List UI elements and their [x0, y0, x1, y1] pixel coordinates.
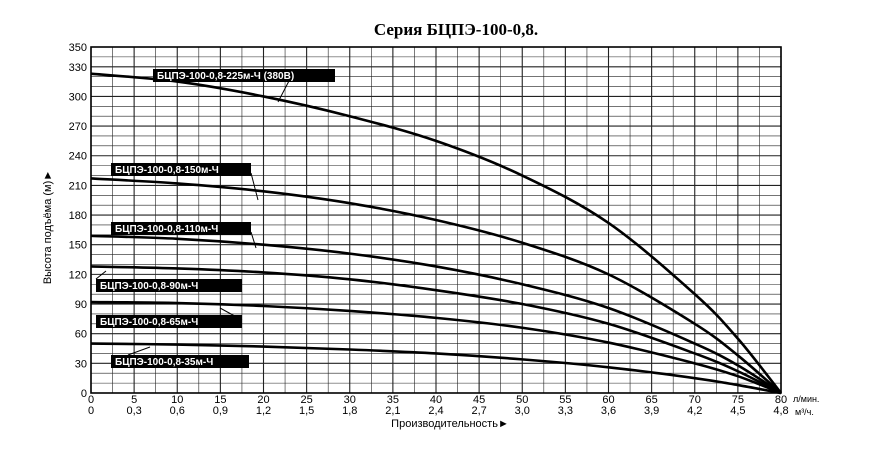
x-tick-label-secondary: 3,0	[515, 405, 530, 417]
curve-label-leader	[95, 270, 107, 280]
curve-label: БЦПЭ-100-0,8-65м-Ч	[100, 317, 198, 328]
x-tick-label: 80	[775, 394, 787, 406]
y-axis-label: Высота подъёма (м)►	[42, 170, 54, 284]
y-axis-ticks: 0 30 60 90 120 150 180 210 240 270 300 330 350	[69, 42, 87, 400]
x-tick-label-secondary: 0,6	[170, 405, 185, 417]
x-tick-label-secondary: 4,8	[773, 405, 788, 417]
y-tick-label: 270	[69, 121, 87, 133]
x-tick-label-secondary: 2,4	[428, 405, 443, 417]
x-tick-label: 20	[257, 394, 269, 406]
y-tick-label: 90	[75, 299, 87, 311]
x-tick-label: 25	[301, 394, 313, 406]
curve-label: БЦПЭ-100-0,8-35м-Ч	[115, 357, 213, 368]
x-tick-label-secondary: 1,2	[256, 405, 271, 417]
x-tick-label: 35	[387, 394, 399, 406]
x-tick-label: 45	[473, 394, 485, 406]
x-axis-ticks-secondary: 0 0,3 0,6 0,9 1,2 1,5 1,8 2,1 2,4 2,7 3,0 3,3 3,6 3,9…	[88, 405, 789, 417]
curves	[90, 72, 783, 395]
curve-label-box	[111, 163, 251, 176]
curve-label: БЦПЭ-100-0,8-90м-Ч	[100, 281, 198, 292]
curve-label: БЦПЭ-100-0,8-150м-Ч	[115, 165, 219, 176]
curve-label-box	[96, 279, 242, 292]
x-axis-ticks: 0 5 10 15 20 25 30 35 40 45 50 55 60 65 70 75 80	[88, 394, 787, 406]
y-tick-label: 240	[69, 151, 87, 163]
x-tick-label: 60	[602, 394, 614, 406]
curve-label-leader	[277, 78, 291, 103]
series-line	[90, 177, 782, 394]
y-tick-label: 300	[69, 91, 87, 103]
x-tick-label-secondary: 1,8	[342, 405, 357, 417]
curve-label-box	[111, 355, 249, 368]
curve-label-leader	[250, 231, 257, 249]
x-tick-label-secondary: 4,5	[730, 405, 745, 417]
x-tick-label-secondary: 3,6	[601, 405, 616, 417]
y-tick-label: 350	[69, 42, 87, 54]
x-tick-label: 30	[344, 394, 356, 406]
x-tick-label: 10	[171, 394, 183, 406]
series-line	[90, 342, 782, 395]
series-line	[90, 300, 782, 395]
x-tick-label-secondary: 3,3	[558, 405, 573, 417]
y-tick-label: 120	[69, 269, 87, 281]
curve-labels: БЦПЭ-100-0,8-225м-Ч (380В) БЦПЭ-100-0,8-1…	[95, 69, 335, 368]
x-tick-label: 5	[131, 394, 137, 406]
x-tick-label: 65	[646, 394, 658, 406]
x-tick-label-secondary: 4,2	[687, 405, 702, 417]
x-tick-label: 70	[689, 394, 701, 406]
series-line	[90, 265, 782, 395]
x-tick-label-secondary: 1,5	[299, 405, 314, 417]
curve-label-box	[111, 222, 251, 235]
curve-label-leader	[127, 346, 151, 356]
y-tick-label: 30	[75, 358, 87, 370]
y-tick-label: 180	[69, 210, 87, 222]
y-tick-label: 0	[81, 388, 87, 400]
x-tick-label-secondary: 2,7	[471, 405, 486, 417]
x-tick-label: 75	[732, 394, 744, 406]
plot-frame	[90, 46, 782, 394]
x-tick-label-secondary: 0	[88, 405, 94, 417]
x-tick-label: 0	[88, 394, 94, 406]
series-line	[90, 234, 782, 395]
series-line	[90, 72, 783, 394]
x-tick-label-secondary: 2,1	[385, 405, 400, 417]
curve-label: БЦПЭ-100-0,8-225м-Ч (380В)	[157, 71, 294, 82]
x-tick-label-secondary: 3,9	[644, 405, 659, 417]
x-tick-label: 40	[430, 394, 442, 406]
x-tick-label: 50	[516, 394, 528, 406]
x-axis-unit-primary: л/мин.	[793, 394, 819, 404]
x-tick-label: 55	[559, 394, 571, 406]
x-tick-label-secondary: 0,3	[126, 405, 141, 417]
y-tick-label: 150	[69, 240, 87, 252]
chart-title: Серия БЦПЭ-100-0,8.	[373, 20, 539, 39]
x-axis-label: Производительность►	[391, 418, 509, 430]
y-tick-label: 330	[69, 62, 87, 74]
curve-label-leader	[250, 172, 259, 201]
x-axis-unit-secondary: м³/ч.	[795, 407, 814, 417]
y-tick-label: 60	[75, 329, 87, 341]
y-tick-label: 210	[69, 180, 87, 192]
x-tick-label-secondary: 0,9	[213, 405, 228, 417]
curve-label-box	[153, 69, 335, 82]
curve-label-box	[96, 315, 242, 328]
x-tick-label: 15	[214, 394, 226, 406]
curve-label: БЦПЭ-100-0,8-110м-Ч	[115, 224, 218, 235]
